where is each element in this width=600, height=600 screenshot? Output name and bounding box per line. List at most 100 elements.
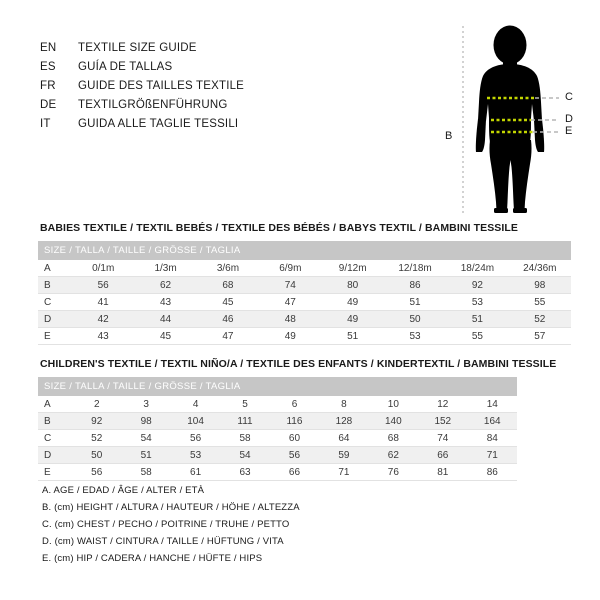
language-row-fr: FR GUIDE DES TAILLES TEXTILE	[40, 76, 340, 95]
table-cell: 3/6m	[196, 260, 260, 277]
language-text-de: TEXTILGRÖßENFÜHRUNG	[78, 98, 228, 111]
table-cell: 98	[508, 276, 571, 294]
language-row-en: EN TEXTILE SIZE GUIDE	[40, 38, 340, 57]
table-cell: 54	[121, 429, 171, 447]
measurement-legend: A. AGE / EDAD / ÂGE / ALTER / ETÀ B. (cm…	[42, 482, 300, 567]
language-code-es: ES	[40, 60, 56, 73]
language-code-en: EN	[40, 41, 57, 54]
table-cell: 152	[418, 412, 468, 430]
table-cell: 104	[170, 412, 221, 430]
table-row: A 0/1m 1/3m 3/6m 6/9m 9/12m 12/18m 18/24…	[38, 260, 571, 277]
language-text-es: GUÍA DE TALLAS	[78, 60, 173, 73]
table-cell: 6/9m	[259, 260, 322, 277]
table-row: E 43 45 47 49 51 53 55 57	[38, 327, 571, 345]
row-label: C	[38, 293, 72, 311]
table-cell: 68	[368, 429, 419, 447]
table-cell: 68	[196, 276, 260, 294]
table-cell: 58	[220, 429, 270, 447]
table-cell: 42	[72, 310, 135, 328]
language-title-block: EN TEXTILE SIZE GUIDE ES GUÍA DE TALLAS …	[40, 38, 340, 133]
table-cell: 80	[321, 276, 384, 294]
language-code-de: DE	[40, 98, 57, 111]
children-table-band-row: SIZE / TALLA / TAILLE / GRÖSSE / TAGLIA	[38, 377, 517, 396]
children-size-table: SIZE / TALLA / TAILLE / GRÖSSE / TAGLIA …	[38, 377, 517, 481]
row-label: B	[38, 412, 72, 430]
children-band-label: SIZE / TALLA / TAILLE / GRÖSSE / TAGLIA	[38, 377, 517, 396]
table-cell: 92	[72, 412, 122, 430]
table-cell: 44	[134, 310, 197, 328]
table-cell: 51	[383, 293, 447, 311]
table-cell: 45	[196, 293, 260, 311]
table-cell: 60	[269, 429, 320, 447]
table-cell: 81	[418, 463, 468, 481]
legend-item-c: C. (cm) CHEST / PECHO / POITRINE / TRUHE…	[42, 519, 290, 530]
legend-item-e: E. (cm) HIP / CADERA / HANCHE / HÜFTE / …	[42, 553, 263, 564]
table-cell: 51	[321, 327, 384, 345]
legend-item-a: A. AGE / EDAD / ÂGE / ALTER / ETÀ	[42, 485, 205, 496]
table-cell: 43	[134, 293, 197, 311]
table-row: E 56 58 61 63 66 71 76 81 86	[38, 463, 517, 481]
table-cell: 63	[220, 463, 270, 481]
row-label: E	[38, 327, 72, 345]
table-cell: 55	[508, 293, 571, 311]
child-silhouette	[475, 25, 545, 213]
table-cell: 74	[418, 429, 468, 447]
table-cell: 86	[467, 463, 517, 481]
table-cell: 3	[121, 396, 171, 413]
table-cell: 56	[170, 429, 221, 447]
table-cell: 49	[321, 310, 384, 328]
table-cell: 116	[269, 412, 320, 430]
table-cell: 4	[170, 396, 221, 413]
legend-item-b: B. (cm) HEIGHT / ALTURA / HAUTEUR / HÖHE…	[42, 502, 300, 513]
table-cell: 140	[368, 412, 419, 430]
table-row: B 56 62 68 74 80 86 92 98	[38, 276, 571, 294]
table-cell: 61	[170, 463, 221, 481]
table-cell: 12/18m	[383, 260, 447, 277]
table-cell: 76	[368, 463, 419, 481]
row-label: D	[38, 446, 72, 464]
figure-label-d: D	[565, 113, 573, 125]
table-cell: 2	[72, 396, 122, 413]
language-text-en: TEXTILE SIZE GUIDE	[78, 41, 197, 54]
table-row: D 42 44 46 48 49 50 51 52	[38, 310, 571, 328]
table-cell: 18/24m	[446, 260, 509, 277]
row-label: B	[38, 276, 72, 294]
table-cell: 46	[196, 310, 260, 328]
table-cell: 71	[467, 446, 517, 464]
table-cell: 50	[383, 310, 447, 328]
language-row-it: IT GUIDA ALLE TAGLIE TESSILI	[40, 114, 340, 133]
table-cell: 128	[319, 412, 369, 430]
table-cell: 0/1m	[72, 260, 135, 277]
table-cell: 62	[368, 446, 419, 464]
children-section-title: CHILDREN'S TEXTILE / TEXTIL NIÑO/A / TEX…	[40, 358, 557, 370]
row-label: A	[38, 396, 72, 413]
language-row-de: DE TEXTILGRÖßENFÜHRUNG	[40, 95, 340, 114]
table-cell: 56	[72, 463, 122, 481]
table-cell: 54	[220, 446, 270, 464]
table-cell: 9/12m	[321, 260, 384, 277]
row-label: E	[38, 463, 72, 481]
babies-band-label: SIZE / TALLA / TAILLE / GRÖSSE / TAGLIA	[38, 241, 571, 260]
language-code-it: IT	[40, 117, 51, 130]
table-cell: 53	[170, 446, 221, 464]
table-cell: 52	[72, 429, 122, 447]
row-label: C	[38, 429, 72, 447]
babies-table-band-row: SIZE / TALLA / TAILLE / GRÖSSE / TAGLIA	[38, 241, 571, 260]
language-text-fr: GUIDE DES TAILLES TEXTILE	[78, 79, 245, 92]
language-row-es: ES GUÍA DE TALLAS	[40, 57, 340, 76]
babies-section-title: BABIES TEXTILE / TEXTIL BEBÉS / TEXTILE …	[40, 222, 519, 234]
table-cell: 59	[319, 446, 369, 464]
table-cell: 8	[319, 396, 369, 413]
table-cell: 98	[121, 412, 171, 430]
table-cell: 58	[121, 463, 171, 481]
table-cell: 57	[508, 327, 571, 345]
table-cell: 51	[446, 310, 509, 328]
table-cell: 164	[467, 412, 517, 430]
language-code-fr: FR	[40, 79, 56, 92]
table-cell: 62	[134, 276, 197, 294]
table-cell: 84	[467, 429, 517, 447]
body-measurement-diagram: B C D E	[425, 22, 595, 217]
table-cell: 66	[269, 463, 320, 481]
language-text-it: GUIDA ALLE TAGLIE TESSILI	[78, 117, 239, 130]
table-cell: 48	[259, 310, 322, 328]
